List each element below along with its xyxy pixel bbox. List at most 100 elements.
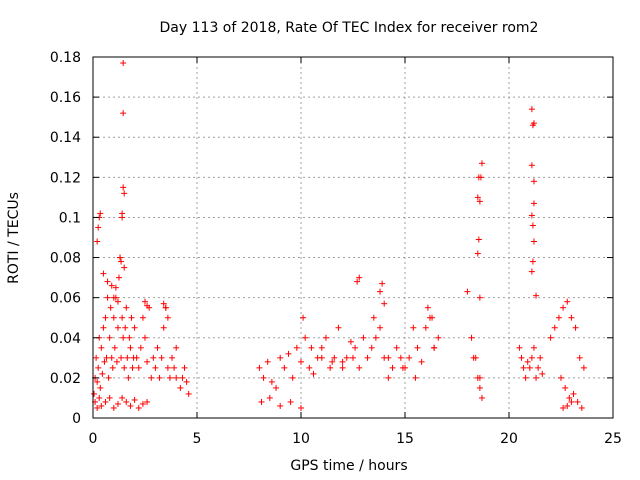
data-point	[98, 344, 105, 351]
data-point	[166, 374, 173, 381]
data-point	[418, 358, 425, 365]
data-point	[530, 200, 537, 207]
x-tick-label: 5	[193, 431, 202, 447]
data-point	[529, 222, 536, 229]
data-point	[135, 364, 142, 371]
data-point	[555, 314, 562, 321]
data-point	[389, 364, 396, 371]
data-point	[94, 238, 101, 245]
data-point	[121, 364, 128, 371]
data-point	[566, 394, 573, 401]
data-point	[308, 344, 315, 351]
data-point	[120, 334, 127, 341]
data-point	[108, 282, 115, 289]
data-point	[574, 398, 581, 405]
data-point	[364, 354, 371, 361]
data-point	[476, 198, 483, 205]
y-tick-label: 0.1	[59, 210, 81, 226]
data-point	[580, 364, 587, 371]
data-point	[354, 278, 361, 285]
data-point	[133, 354, 140, 361]
x-tick-label: 0	[89, 431, 98, 447]
data-point	[393, 344, 400, 351]
data-point	[360, 334, 367, 341]
data-point	[114, 298, 121, 305]
data-point	[105, 374, 112, 381]
data-point	[379, 280, 386, 287]
data-point	[95, 224, 102, 231]
y-axis-title: ROTI / TECUs	[6, 192, 22, 284]
data-point	[558, 374, 564, 381]
y-tick-label: 0.12	[50, 170, 81, 186]
data-point	[144, 358, 151, 365]
data-point	[121, 264, 128, 271]
data-point	[160, 324, 167, 331]
data-point	[412, 374, 419, 381]
data-point	[111, 344, 118, 351]
data-point	[101, 358, 108, 365]
data-point	[424, 304, 431, 311]
y-tick-label: 0	[72, 411, 81, 427]
data-point	[524, 358, 531, 365]
data-point	[102, 314, 109, 321]
data-point	[120, 110, 127, 117]
data-point	[98, 402, 105, 409]
data-point	[322, 334, 329, 341]
data-point	[431, 344, 438, 351]
data-point	[343, 354, 350, 361]
data-point	[560, 304, 567, 311]
data-point	[533, 292, 540, 299]
data-point	[131, 396, 138, 403]
data-point	[474, 250, 481, 257]
data-point	[339, 358, 346, 365]
data-point	[470, 354, 477, 361]
data-point	[528, 268, 535, 275]
data-point	[368, 344, 375, 351]
data-point	[429, 314, 436, 321]
data-point	[148, 374, 155, 381]
data-point	[298, 358, 304, 365]
data-point	[530, 238, 537, 245]
data-point	[537, 354, 544, 361]
data-point	[414, 344, 421, 351]
data-point	[103, 354, 110, 361]
data-point	[435, 334, 442, 341]
data-point	[108, 354, 115, 361]
data-point	[139, 314, 146, 321]
data-point	[94, 378, 101, 385]
data-point	[385, 354, 392, 361]
data-point	[113, 358, 120, 365]
data-point	[464, 288, 471, 295]
x-axis-title: GPS time / hours	[290, 458, 407, 474]
data-point	[564, 298, 571, 305]
axis-ticks: 0 5 10 15 20 25 0 0.02 0.04 0.06 0.08 0.1 0.12 0.14 0.…	[50, 50, 622, 447]
data-point	[535, 364, 542, 371]
data-point	[530, 344, 537, 351]
data-point	[131, 324, 138, 331]
x-tick-label: 15	[396, 431, 414, 447]
data-point	[152, 364, 159, 371]
data-point	[422, 324, 429, 331]
data-point	[352, 344, 359, 351]
data-point	[547, 334, 554, 341]
data-point	[158, 354, 165, 361]
data-point	[118, 258, 125, 265]
data-point	[268, 378, 275, 385]
data-point	[528, 212, 535, 219]
data-point	[164, 364, 171, 371]
data-point	[104, 294, 111, 301]
plot-frame	[92, 56, 614, 419]
data-point	[185, 390, 192, 397]
y-tick-label: 0.18	[50, 50, 81, 66]
data-point	[120, 184, 127, 191]
data-point	[468, 334, 475, 341]
data-point	[568, 398, 575, 405]
data-point	[173, 374, 180, 381]
data-point	[114, 324, 121, 331]
data-point	[144, 398, 151, 405]
data-point	[528, 106, 535, 113]
data-point	[169, 354, 176, 361]
data-point	[117, 254, 124, 261]
data-point	[104, 278, 111, 285]
